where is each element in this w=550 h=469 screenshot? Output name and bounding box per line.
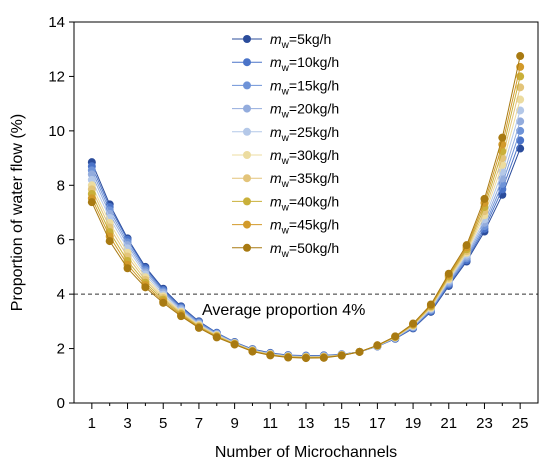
x-tick-label: 15 <box>333 415 350 432</box>
x-tick-label: 3 <box>123 415 131 432</box>
data-point <box>194 323 203 332</box>
data-point <box>337 351 346 360</box>
legend-label: mw=40kg/h <box>270 193 339 213</box>
legend-item: mw=50kg/h <box>232 240 339 260</box>
y-tick-label: 6 <box>57 232 65 249</box>
data-point <box>177 312 186 321</box>
y-axis-title: Proportion of water flow (%) <box>9 114 26 311</box>
legend-marker <box>243 197 251 206</box>
legend-label: mw=50kg/h <box>270 240 339 260</box>
x-tick-label: 7 <box>195 415 203 432</box>
legend-marker <box>243 174 251 183</box>
y-tick-label: 2 <box>57 341 65 358</box>
data-point <box>355 347 364 356</box>
legend-marker <box>243 35 251 43</box>
legend-item: mw=20kg/h <box>232 101 339 121</box>
legend-item: mw=30kg/h <box>232 147 339 167</box>
legend-marker <box>243 104 251 113</box>
x-tick-label: 23 <box>476 415 493 432</box>
y-tick-label: 10 <box>48 123 65 140</box>
legend-marker <box>243 220 251 229</box>
legend-label: mw=15kg/h <box>270 77 339 97</box>
series-5 <box>87 106 525 361</box>
data-point <box>248 347 257 356</box>
legend: mw=5kg/h mw=10kg/h mw=15kg/h mw=20kg/h mw=25… <box>232 31 339 260</box>
y-tick-label: 0 <box>57 395 65 412</box>
y-tick-label: 4 <box>57 286 65 303</box>
data-point <box>516 117 525 126</box>
x-tick-label: 19 <box>405 415 422 432</box>
legend-item: mw=40kg/h <box>232 193 339 213</box>
data-point <box>159 298 168 307</box>
y-tick-label: 14 <box>48 14 65 31</box>
data-point <box>230 340 239 349</box>
legend-marker <box>243 151 251 159</box>
data-point <box>498 133 507 142</box>
data-point <box>516 95 525 104</box>
legend-marker <box>243 243 251 252</box>
x-tick-label: 21 <box>440 415 457 432</box>
x-tick-label: 17 <box>369 415 386 432</box>
legend-marker <box>243 58 251 67</box>
legend-item: mw=5kg/h <box>232 31 331 51</box>
series-10 <box>87 52 525 363</box>
data-point <box>516 52 525 61</box>
legend-item: mw=45kg/h <box>232 217 339 237</box>
data-point <box>284 353 293 362</box>
data-point <box>498 147 507 156</box>
data-point <box>409 319 418 328</box>
data-point <box>516 136 525 145</box>
x-tick-label: 13 <box>298 415 315 432</box>
legend-label: mw=35kg/h <box>270 170 339 190</box>
legend-item: mw=35kg/h <box>232 170 339 190</box>
legend-label: mw=5kg/h <box>270 31 331 51</box>
x-tick-label: 1 <box>88 415 96 432</box>
data-point <box>105 237 114 246</box>
data-point <box>87 198 96 207</box>
x-axis-title: Number of Microchannels <box>215 444 397 461</box>
legend-label: mw=45kg/h <box>270 217 339 237</box>
data-point <box>444 269 453 278</box>
data-point <box>266 351 275 360</box>
legend-label: mw=10kg/h <box>270 54 339 74</box>
data-point <box>141 283 150 292</box>
data-point <box>391 332 400 341</box>
data-point <box>302 354 310 363</box>
data-point <box>319 353 328 362</box>
x-tick-label: 25 <box>512 415 529 432</box>
reference-line-label: Average proportion 4% <box>202 302 365 319</box>
y-tick-label: 12 <box>48 68 65 85</box>
data-point <box>212 333 221 342</box>
y-tick-label: 8 <box>57 177 65 194</box>
x-tick-label: 5 <box>159 415 167 432</box>
x-tick-label: 9 <box>230 415 238 432</box>
legend-item: mw=10kg/h <box>232 54 339 74</box>
legend-marker <box>243 81 251 90</box>
legend-marker <box>243 127 251 136</box>
data-point <box>426 300 435 309</box>
legend-label: mw=30kg/h <box>270 147 339 167</box>
data-point <box>480 194 489 203</box>
x-tick-label: 11 <box>263 415 279 432</box>
legend-item: mw=25kg/h <box>232 124 339 144</box>
series-layer <box>87 52 525 363</box>
data-point <box>123 264 132 273</box>
data-point <box>373 341 382 350</box>
data-point <box>498 140 507 149</box>
data-point <box>462 241 471 250</box>
legend-label: mw=25kg/h <box>270 124 339 144</box>
legend-label: mw=20kg/h <box>270 101 339 121</box>
legend-item: mw=15kg/h <box>232 77 339 97</box>
